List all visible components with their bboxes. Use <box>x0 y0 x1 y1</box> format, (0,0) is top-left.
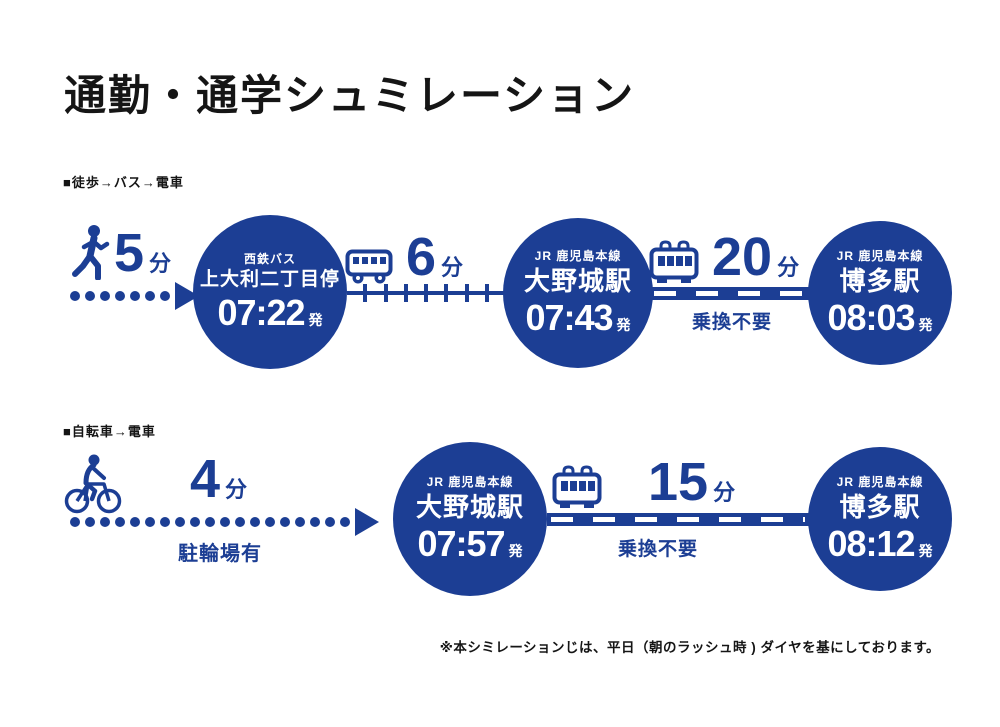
bike-duration-unit: 分 <box>225 477 248 502</box>
train-duration-value: 20 <box>712 227 773 287</box>
bike-duration: 4 分 <box>190 452 247 506</box>
departure-time: 08:12 <box>827 522 915 564</box>
walk-duration-unit: 分 <box>149 251 172 276</box>
stop-circle-onojo-route2: JR 鹿児島本線 大野城駅 07:57 発 <box>393 442 547 596</box>
train-duration-value: 15 <box>648 452 709 512</box>
departure-time: 08:03 <box>827 296 915 338</box>
stop-railline: JR 鹿児島本線 <box>836 475 924 490</box>
departure-time: 07:57 <box>417 522 505 564</box>
departure-time: 07:22 <box>217 291 305 333</box>
no-transfer-note-route2: 乗換不要 <box>617 539 698 560</box>
walker-icon <box>72 225 110 280</box>
arrow-right-icon <box>355 508 379 536</box>
stop-name: 博多駅 <box>839 492 921 523</box>
bike-dotted-arrow <box>70 507 379 537</box>
bus-duration-value: 6 <box>406 227 437 287</box>
bus-route-line <box>347 284 505 302</box>
bus-duration-unit: 分 <box>441 255 464 280</box>
departure-time-suffix: 発 <box>508 542 523 559</box>
bike-duration-value: 4 <box>190 449 221 509</box>
train-duration-route1: 20 分 <box>712 230 799 284</box>
stop-name: 上大利二丁目停 <box>199 269 340 291</box>
stop-circle-hakata-route1: JR 鹿児島本線 博多駅 08:03 発 <box>808 221 952 365</box>
train-duration-route2: 15 分 <box>648 455 735 509</box>
stop-circle-kamiodori-bus-stop: 西鉄バス 上大利二丁目停 07:22 発 <box>193 215 347 369</box>
rail-line <box>650 287 810 300</box>
stop-railline: JR 鹿児島本線 <box>534 249 622 264</box>
departure-time-suffix: 発 <box>308 311 323 328</box>
walk-dotted-arrow <box>70 281 199 311</box>
stop-railline: JR 鹿児島本線 <box>426 475 514 490</box>
page-title: 通勤・通学シュミレーション <box>64 72 636 119</box>
bicycle-parking-note: 駐輪場有 <box>178 543 262 565</box>
departure-time-suffix: 発 <box>918 316 933 333</box>
stop-operator: 西鉄バス <box>243 252 296 267</box>
train-duration-unit: 分 <box>713 480 736 505</box>
bus-duration: 6 分 <box>406 230 463 284</box>
train-icon <box>552 465 602 508</box>
stop-railline: JR 鹿児島本線 <box>836 249 924 264</box>
route1-section-label: ■徒歩→バス→電車 <box>63 175 184 190</box>
train-duration-unit: 分 <box>777 255 800 280</box>
route2-section-label: ■自転車→電車 <box>63 424 156 439</box>
departure-time: 07:43 <box>525 296 613 338</box>
stop-circle-onojo-route1: JR 鹿児島本線 大野城駅 07:43 発 <box>503 218 653 368</box>
walk-duration-value: 5 <box>114 223 145 283</box>
walk-duration: 5 分 <box>114 226 171 280</box>
stop-name: 博多駅 <box>839 266 921 297</box>
stop-circle-hakata-route2: JR 鹿児島本線 博多駅 08:12 発 <box>808 447 952 591</box>
no-transfer-note-route1: 乗換不要 <box>691 312 772 333</box>
departure-time-suffix: 発 <box>918 542 933 559</box>
bicycle-icon <box>64 454 122 514</box>
departure-time-suffix: 発 <box>616 316 631 333</box>
bus-icon <box>345 249 393 284</box>
stop-name: 大野城駅 <box>523 266 632 297</box>
train-icon <box>649 240 699 283</box>
rail-line <box>547 513 809 526</box>
footnote: ※本シミレーションじは、平日（朝のラッシュ時 ) ダイヤを基にしております。 <box>439 640 940 655</box>
stop-name: 大野城駅 <box>415 492 524 523</box>
